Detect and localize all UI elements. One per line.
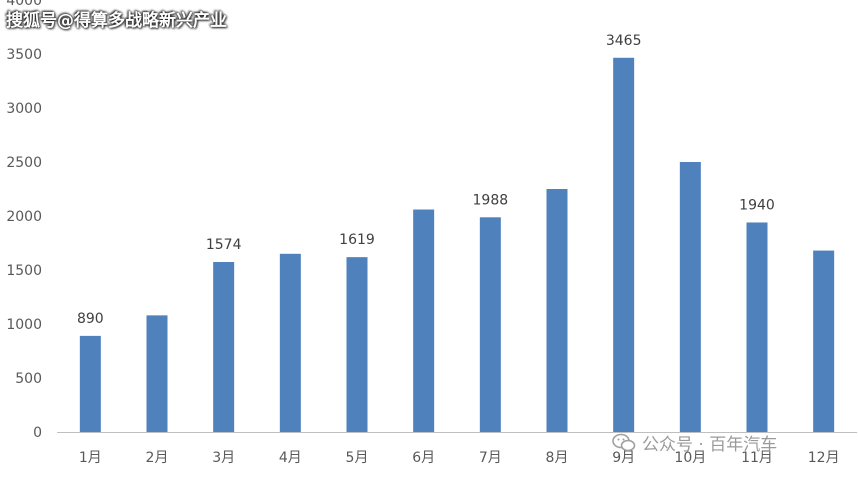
x-tick-label: 11月 (741, 450, 773, 466)
x-tick-label: 10月 (674, 450, 706, 466)
watermark-bottom: 公众号 · 百年汽车 (612, 430, 777, 455)
x-tick-label: 2月 (146, 450, 169, 466)
data-label: 890 (77, 311, 104, 327)
x-tick-label: 3月 (212, 450, 235, 466)
x-tick-label: 12月 (808, 450, 840, 466)
data-label: 3465 (606, 33, 642, 49)
y-tick-label: 3500 (6, 47, 42, 63)
data-label: 1619 (339, 232, 375, 248)
data-label: 1940 (739, 197, 775, 213)
x-tick-label: 5月 (346, 450, 369, 466)
x-tick-label: 9月 (612, 450, 635, 466)
x-tick-label: 6月 (412, 450, 435, 466)
data-label: 1574 (206, 237, 242, 253)
bar-3 (213, 262, 235, 432)
x-tick-label: 7月 (479, 450, 502, 466)
bar-10 (679, 162, 701, 432)
bar-4 (279, 253, 301, 432)
bar-6 (413, 209, 435, 432)
y-tick-label: 0 (33, 425, 42, 441)
y-tick-label: 500 (15, 371, 42, 387)
y-tick-label: 3000 (6, 101, 42, 117)
watermark-bottom-text: 公众号 · 百年汽车 (642, 435, 778, 455)
bar-12 (813, 250, 835, 432)
y-tick-label: 4000 (6, 0, 42, 9)
wechat-icon (612, 433, 636, 451)
y-tick-label: 1000 (6, 317, 42, 333)
bar-9 (613, 57, 635, 432)
y-tick-label: 1500 (6, 263, 42, 279)
x-tick-label: 1月 (79, 450, 102, 466)
x-tick-label: 8月 (546, 450, 569, 466)
watermark-top: 搜狐号@得算多战略新兴产业 (6, 11, 227, 31)
y-tick-label: 2500 (6, 155, 42, 171)
bar-7 (479, 217, 501, 432)
bar-1 (79, 335, 101, 432)
bar-5 (346, 257, 368, 432)
bar-2 (146, 315, 168, 432)
x-tick-label: 4月 (279, 450, 302, 466)
bar-11 (746, 222, 768, 432)
y-tick-label: 2000 (6, 209, 42, 225)
bar-8 (546, 189, 568, 432)
data-label: 1988 (473, 192, 509, 208)
